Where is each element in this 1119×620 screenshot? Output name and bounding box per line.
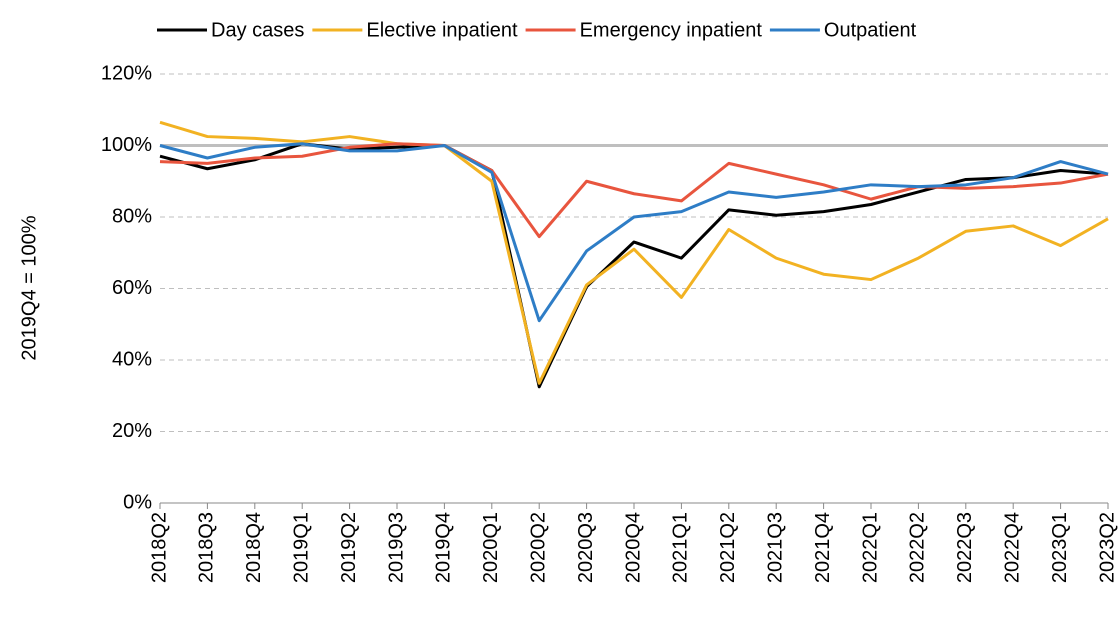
x-tick-label: 2018Q4 (243, 512, 265, 583)
line-series (159, 142, 1109, 323)
x-tick-label: 2022Q4 (1001, 512, 1023, 583)
x-tick-label: 2020Q1 (480, 512, 502, 583)
x-tick-label: 2022Q2 (907, 512, 929, 583)
x-tick-label: 2019Q2 (338, 512, 360, 583)
y-tick-label: 20% (112, 420, 152, 442)
x-tick-label: 2020Q4 (622, 512, 644, 583)
x-tick-label: 2023Q1 (1049, 512, 1071, 583)
x-tick-label: 2021Q4 (812, 512, 834, 583)
y-axis-title: 2019Q4 = 100% (18, 215, 40, 360)
x-tick-label: 2022Q3 (954, 512, 976, 583)
x-tick-label: 2019Q1 (290, 512, 312, 583)
x-tick-label: 2021Q1 (670, 512, 692, 583)
x-tick-label: 2022Q1 (859, 512, 881, 583)
x-tick-label: 2018Q3 (196, 512, 218, 583)
x-tick-label: 2023Q2 (1096, 512, 1118, 583)
legend-label: Outpatient (824, 19, 917, 41)
x-tick-label: 2021Q2 (717, 512, 739, 583)
x-tick-label: 2019Q3 (385, 512, 407, 583)
x-tick-label: 2019Q4 (433, 512, 455, 583)
line-series (159, 120, 1109, 385)
y-tick-label: 100% (101, 134, 152, 156)
x-tick-label: 2021Q3 (764, 512, 786, 583)
x-tick-label: 2018Q2 (148, 512, 170, 583)
line-series (159, 142, 1109, 389)
legend-label: Emergency inpatient (580, 19, 763, 41)
y-tick-label: 60% (112, 277, 152, 299)
line-series (159, 142, 1109, 239)
y-tick-label: 0% (123, 491, 152, 513)
legend-label: Day cases (211, 19, 304, 41)
x-tick-label: 2020Q3 (575, 512, 597, 583)
y-tick-label: 40% (112, 348, 152, 370)
y-tick-label: 120% (101, 62, 152, 84)
y-tick-label: 80% (112, 205, 152, 227)
x-tick-label: 2020Q2 (527, 512, 549, 583)
legend-label: Elective inpatient (366, 19, 518, 41)
